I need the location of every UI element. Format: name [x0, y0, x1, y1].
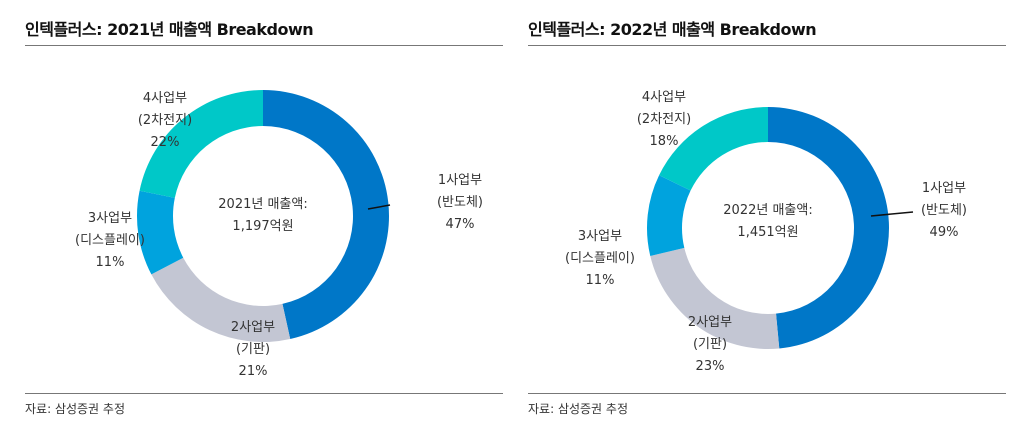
slice-label-3: 3사업부 (디스플레이) 11% [75, 208, 145, 274]
slice-label-2: 2사업부 (기판) 23% [688, 312, 732, 378]
slice-label-3: 3사업부 (디스플레이) 11% [565, 226, 635, 292]
label-sublabels: (2차전지) [636, 112, 692, 127]
divider [25, 45, 503, 46]
chart-2022: 인텍플러스: 2022년 매출액 Breakdown 자료: 삼성증권 추정 1사업… [528, 0, 1006, 437]
divider [528, 393, 1006, 394]
label-sublabels: (기판) [235, 342, 271, 357]
label-value_labels: 49% [929, 225, 959, 240]
chart-title: 인텍플러스: 2021년 매출액 Breakdown [25, 20, 314, 39]
slice-label-4: 4사업부 (2차전지) 18% [637, 87, 691, 153]
label-categories: 1사업부 [437, 173, 483, 188]
donut-slice-1 [768, 107, 889, 349]
center-total: 2022년 매출액: 1,451억원 [723, 200, 812, 244]
center-total: 2021년 매출액: 1,197억원 [218, 194, 307, 238]
donut-slice-3 [137, 190, 184, 275]
label-value_labels: 11% [95, 255, 125, 270]
donut-slice-4 [659, 107, 768, 191]
label-sublabels: (반도체) [436, 195, 484, 210]
source-note: 자료: 삼성증권 추정 [528, 402, 628, 416]
label-sublabels: (반도체) [920, 203, 968, 218]
label-categories: 4사업부 [641, 90, 687, 105]
label-value_labels: 23% [695, 359, 725, 374]
donut-slice-2 [650, 247, 780, 349]
label-categories: 1사업부 [921, 181, 967, 196]
label-categories: 3사업부 [577, 229, 623, 244]
label-sublabels: (디스플레이) [75, 233, 145, 248]
chart-2021: 인텍플러스: 2021년 매출액 Breakdown 자료: 삼성증권 추정 1사업… [25, 0, 503, 437]
label-sublabels: (디스플레이) [565, 251, 635, 266]
label-categories: 3사업부 [87, 211, 133, 226]
label-value_labels: 22% [150, 135, 180, 150]
leader-line [870, 211, 914, 217]
center-text-line: 2022년 매출액: [723, 203, 813, 218]
donut-slice-1 [263, 90, 390, 340]
donut-slice-2 [151, 257, 291, 342]
donut-svg [137, 90, 391, 342]
donut-svg [647, 107, 914, 349]
label-categories: 4사업부 [142, 91, 188, 106]
chart-title: 인텍플러스: 2022년 매출액 Breakdown [528, 20, 817, 39]
center-text-line: 1,451억원 [737, 225, 799, 240]
slice-label-4: 4사업부 (2차전지) 22% [138, 88, 192, 154]
leader-line [367, 204, 391, 210]
label-value_labels: 11% [585, 273, 615, 288]
slice-label-2: 2사업부 (기판) 21% [231, 317, 275, 383]
slice-label-1: 1사업부 (반도체) 49% [921, 178, 967, 244]
donut-slice-3 [647, 175, 691, 256]
donut-slice-4 [139, 90, 263, 198]
label-value_labels: 47% [445, 217, 475, 232]
label-categories: 2사업부 [230, 320, 276, 335]
center-text-line: 2021년 매출액: [218, 197, 308, 212]
label-sublabels: (2차전지) [137, 113, 193, 128]
center-text-line: 1,197억원 [232, 219, 294, 234]
label-value_labels: 18% [649, 134, 679, 149]
source-note: 자료: 삼성증권 추정 [25, 402, 125, 416]
divider [25, 393, 503, 394]
label-sublabels: (기판) [692, 337, 728, 352]
label-value_labels: 21% [238, 364, 268, 379]
divider [528, 45, 1006, 46]
label-categories: 2사업부 [687, 315, 733, 330]
slice-label-1: 1사업부 (반도체) 47% [437, 170, 483, 236]
